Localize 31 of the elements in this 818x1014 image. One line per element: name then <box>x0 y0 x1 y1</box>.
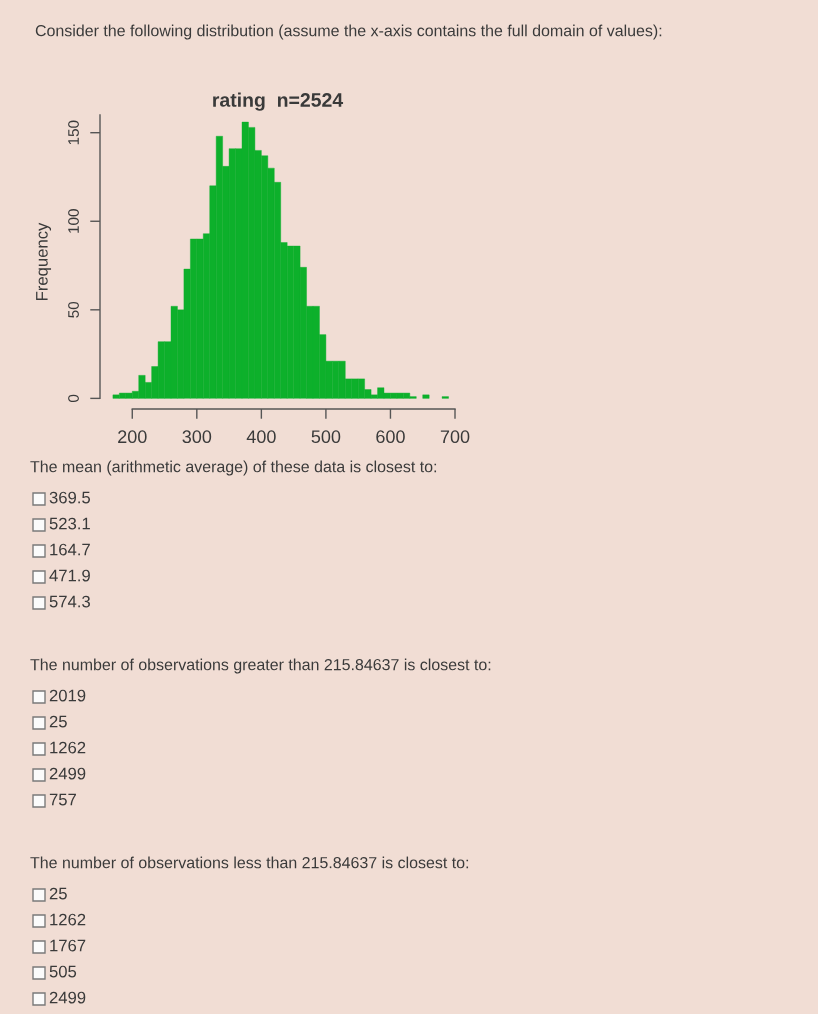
text: The mean (arithmetic average) of these data is closest to: <box>30 460 437 476</box>
text: 574.3 <box>49 595 90 608</box>
text: 25 <box>49 887 67 900</box>
text: 757 <box>49 793 76 806</box>
text: 369.5 <box>49 491 91 504</box>
x-tick-label: 200 <box>118 430 147 444</box>
x-tick-label: 700 <box>440 430 470 444</box>
y-tick-label: 100 <box>68 209 79 233</box>
text: 523.1 <box>49 517 90 530</box>
x-tick-label: 300 <box>182 430 212 444</box>
text: 25 <box>49 715 67 728</box>
text: 505 <box>49 965 77 978</box>
text: 2499 <box>49 991 86 1004</box>
text: Consider the following distribution (assume the x-axis contains the full domain of values): <box>35 24 662 40</box>
text: 1262 <box>50 913 86 926</box>
text: 1262 <box>50 741 86 754</box>
y-axis-title: Frequency <box>36 222 52 300</box>
x-tick-label: 400 <box>246 430 276 444</box>
y-tick-label: 150 <box>68 120 79 145</box>
text: The number of observations less than 215.84637 is closest to: <box>30 856 469 869</box>
y-tick-label: 0 <box>68 394 79 403</box>
text: The number of observations greater than 215.84637 is closest to: <box>30 658 491 674</box>
x-tick-label: 600 <box>376 430 405 444</box>
text: 1767 <box>50 939 86 952</box>
text: 164.7 <box>50 543 90 556</box>
text: 2499 <box>49 767 86 780</box>
y-tick-label: 50 <box>68 301 79 318</box>
chart-title: rating n=2524 <box>213 92 344 111</box>
x-tick-label: 500 <box>311 430 341 444</box>
text: 2019 <box>49 689 86 702</box>
text: 471.9 <box>49 569 90 582</box>
